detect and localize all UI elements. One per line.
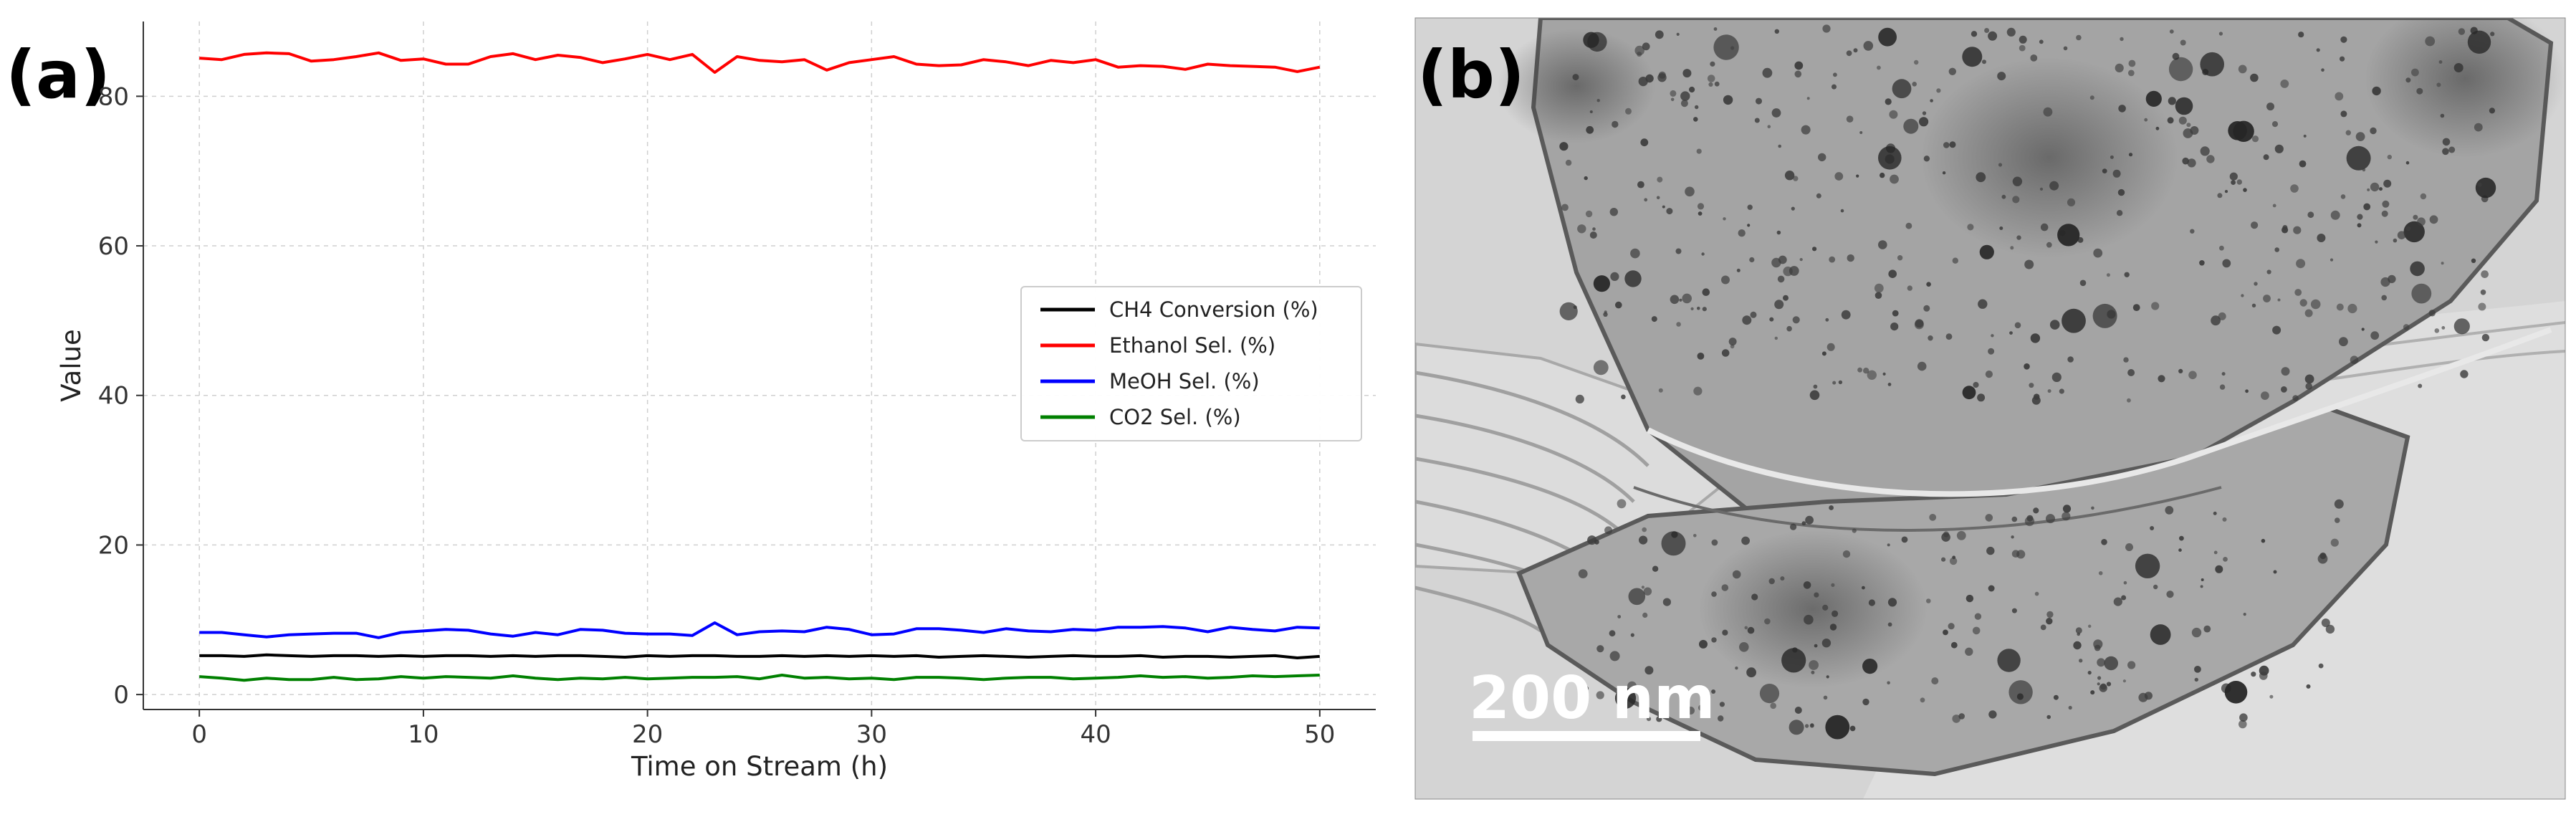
x-tick-label: 30 xyxy=(856,720,887,749)
x-tick-label: 10 xyxy=(408,720,439,749)
y-tick-label: 40 xyxy=(98,382,129,411)
tem-micrograph: 200 nm xyxy=(1415,18,2565,799)
x-tick-label: 50 xyxy=(1304,720,1335,749)
ticks: 0 10 20 30 40 50 0 20 40 60 80 xyxy=(98,82,1336,749)
x-tick-label: 40 xyxy=(1080,720,1111,749)
nanoparticles xyxy=(1559,24,2496,740)
y-tick-label: 60 xyxy=(98,232,129,261)
y-axis-title: Value xyxy=(56,329,87,402)
panel-b-label: (b) xyxy=(1417,37,1525,113)
series-line-2 xyxy=(199,621,1320,639)
legend-box xyxy=(1020,286,1362,441)
y-tick-label: 0 xyxy=(113,681,129,710)
y-tick-label: 80 xyxy=(98,82,129,111)
x-tick-label: 20 xyxy=(632,720,663,749)
scale-bar-label: 200 nm xyxy=(1469,664,1715,732)
x-axis-title: Time on Stream (h) xyxy=(631,751,888,782)
legend-label-2: MeOH Sel. (%) xyxy=(1109,369,1260,393)
y-tick-label: 20 xyxy=(98,531,129,560)
legend-label-3: CO2 Sel. (%) xyxy=(1109,405,1241,429)
x-tick-label: 0 xyxy=(191,720,207,749)
series-line-3 xyxy=(199,674,1320,682)
series-line-0 xyxy=(199,653,1320,659)
legend-label-0: CH4 Conversion (%) xyxy=(1109,297,1318,322)
legend: CH4 Conversion (%) Ethanol Sel. (%) MeOH S… xyxy=(1020,286,1362,441)
series-lines xyxy=(199,51,1321,682)
panel-a-label: (a) xyxy=(6,37,110,113)
legend-label-1: Ethanol Sel. (%) xyxy=(1109,333,1275,358)
series-line-1 xyxy=(199,51,1321,74)
scale-bar xyxy=(1473,731,1700,741)
